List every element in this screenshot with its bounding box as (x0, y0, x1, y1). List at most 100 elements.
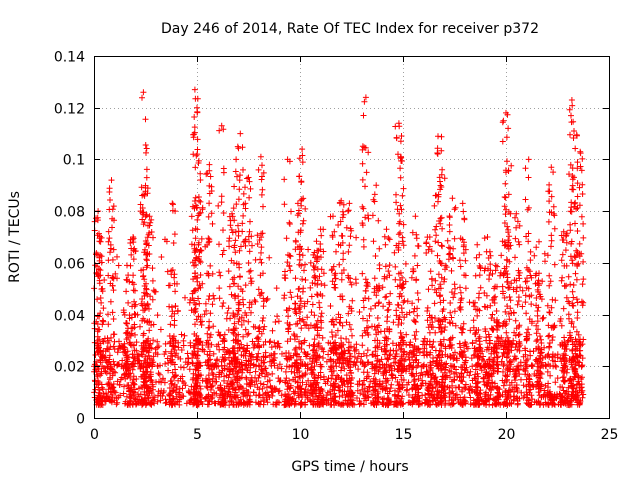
data-point-marker (183, 400, 190, 407)
data-point-marker (255, 166, 262, 173)
data-point-marker (374, 315, 381, 321)
data-point-marker (191, 86, 198, 93)
data-point-marker (131, 321, 138, 328)
data-point-marker (525, 156, 532, 163)
data-point-marker (580, 234, 587, 241)
data-point-marker (268, 344, 275, 351)
data-point-marker (367, 378, 374, 385)
data-point-marker (561, 283, 568, 290)
data-point-marker (466, 299, 473, 306)
data-point-marker (364, 279, 371, 286)
data-point-marker (210, 350, 217, 357)
data-point-marker (411, 343, 418, 349)
data-point-marker (340, 250, 347, 257)
data-point-marker (579, 155, 586, 162)
data-point-marker (472, 272, 479, 279)
data-point-marker (411, 318, 418, 325)
data-point-marker (435, 133, 441, 140)
data-point-marker (149, 296, 156, 303)
data-point-marker (360, 236, 367, 243)
data-point-marker (533, 295, 540, 301)
data-point-marker (96, 313, 103, 320)
data-point-marker (218, 193, 225, 200)
data-point-marker (161, 379, 168, 386)
data-point-marker (450, 245, 457, 252)
data-point-marker (171, 322, 178, 329)
data-point-marker (576, 240, 583, 247)
y-tick-label: 0.12 (54, 102, 85, 118)
data-point-marker (106, 235, 113, 242)
data-point-marker (189, 376, 196, 383)
data-point-marker (288, 294, 295, 301)
data-point-marker (540, 314, 547, 321)
data-point-marker (574, 228, 581, 234)
data-point-marker (517, 359, 524, 366)
data-point-marker (124, 320, 130, 327)
data-point-marker (531, 252, 538, 259)
data-point-marker (388, 381, 395, 388)
data-point-marker (321, 282, 328, 289)
data-point-marker (302, 261, 308, 268)
data-point-marker (441, 175, 448, 182)
data-point-marker (299, 220, 306, 227)
y-tick-label: 0.1 (63, 153, 85, 169)
data-point-marker (205, 213, 212, 220)
data-point-marker (206, 318, 213, 325)
data-point-marker (299, 146, 306, 153)
data-point-marker (176, 396, 183, 403)
data-point-marker (389, 340, 396, 347)
data-point-marker (305, 387, 312, 394)
data-point-marker (296, 251, 303, 258)
data-point-marker (311, 336, 318, 343)
data-point-marker (307, 259, 314, 266)
data-point-marker (579, 281, 586, 288)
data-point-marker (423, 368, 430, 375)
data-point-marker (231, 217, 238, 224)
data-point-marker (281, 292, 288, 299)
data-point-marker (475, 294, 482, 301)
data-point-marker (138, 184, 145, 191)
data-point-marker (385, 235, 392, 242)
data-point-marker (252, 256, 259, 263)
data-point-marker (572, 270, 579, 277)
data-point-marker (257, 153, 264, 160)
data-point-marker (287, 267, 294, 274)
data-point-marker (265, 371, 271, 378)
data-point-marker (157, 393, 164, 399)
x-tick-label: 5 (193, 427, 202, 443)
data-point-marker (484, 234, 491, 240)
data-point-marker (410, 308, 417, 315)
data-point-marker (567, 281, 574, 288)
data-point-marker (175, 377, 182, 384)
data-point-marker (219, 251, 226, 258)
data-point-marker (180, 342, 187, 349)
data-point-marker (414, 290, 421, 296)
data-point-marker (336, 319, 343, 326)
data-point-marker (207, 386, 214, 393)
data-point-marker (574, 299, 581, 306)
data-point-marker (522, 278, 529, 285)
data-point-marker (437, 182, 444, 189)
data-point-marker (464, 345, 471, 352)
data-point-marker (173, 393, 180, 400)
data-point-marker (249, 242, 255, 249)
data-point-marker (572, 145, 579, 152)
data-point-marker (325, 351, 332, 358)
data-point-marker (260, 341, 267, 348)
chart-title: Day 246 of 2014, Rate Of TEC Index for r… (161, 21, 539, 37)
data-point-marker (407, 349, 414, 356)
data-point-marker (156, 371, 163, 378)
data-point-marker (372, 253, 379, 259)
data-point-marker (318, 232, 325, 239)
data-point-marker (309, 301, 316, 308)
data-point-marker (516, 331, 523, 338)
data-point-marker (500, 382, 507, 389)
data-point-marker (311, 312, 318, 319)
data-point-marker (259, 162, 265, 169)
data-point-marker (106, 206, 113, 213)
data-point-marker (137, 323, 143, 330)
data-point-marker (355, 366, 362, 373)
data-point-marker (107, 249, 113, 256)
data-point-marker (459, 200, 466, 207)
data-point-marker (252, 368, 259, 375)
